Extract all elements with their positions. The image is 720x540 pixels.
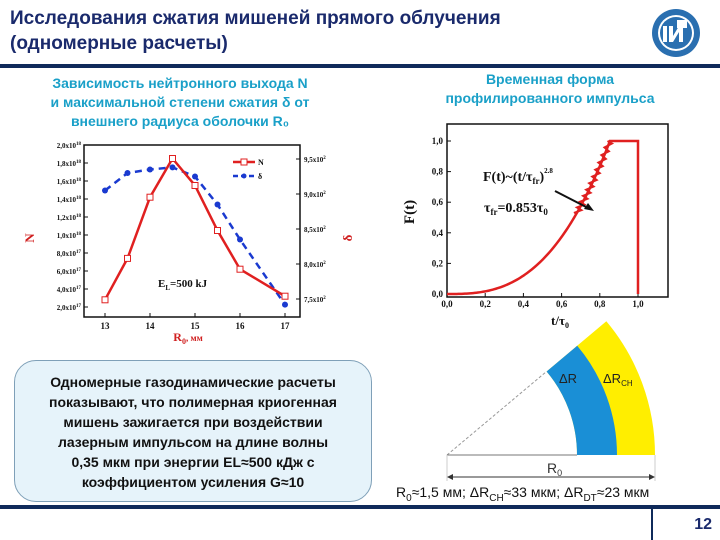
svg-text:9,5x102: 9,5x102: [304, 156, 326, 164]
institute-logo-icon: [652, 9, 700, 57]
svg-text:δ: δ: [340, 234, 355, 241]
header-divider: [0, 64, 720, 68]
subtitle-line: и максимальной степени сжатия δ от: [50, 94, 310, 110]
svg-text:6,0x1017: 6,0x1017: [57, 268, 82, 276]
note-line: Одномерные газодинамические расчеты: [50, 374, 336, 390]
svg-text:8,0x1017: 8,0x1017: [57, 250, 82, 258]
subtitle-line: профилированного импульса: [445, 90, 655, 106]
svg-text:0,6: 0,6: [432, 197, 444, 207]
svg-text:0,8: 0,8: [432, 167, 444, 177]
svg-text:1,8x1018: 1,8x1018: [57, 160, 82, 168]
note-line: коэффициентом усиления G≈10: [81, 474, 305, 490]
target-parameters: R0≈1,5 мм; ΔRCH≈33 мкм; ΔRDT≈23 мкм: [396, 484, 650, 504]
svg-text:8,0x102: 8,0x102: [304, 261, 326, 269]
svg-text:0,4: 0,4: [432, 228, 444, 238]
svg-text:16: 16: [236, 321, 246, 331]
page-title: Исследования сжатия мишеней прямого облу…: [10, 6, 501, 56]
svg-text:15: 15: [191, 321, 201, 331]
svg-text:1,0x1018: 1,0x1018: [57, 232, 82, 240]
conclusion-note: Одномерные газодинамические расчеты показ…: [14, 360, 372, 502]
title-line-1: Исследования сжатия мишеней прямого облу…: [10, 8, 501, 29]
title-line-2: (одномерные расчеты): [10, 33, 228, 54]
note-line: показывают, что полимерная криогенная: [49, 394, 337, 410]
left-chart-subtitle: Зависимость нейтронного выхода N и макси…: [10, 74, 350, 131]
svg-text:1,4x1018: 1,4x1018: [57, 196, 82, 204]
svg-text:F(t): F(t): [402, 200, 418, 224]
svg-text:1,6x1018: 1,6x1018: [57, 178, 82, 186]
svg-text:13: 13: [101, 321, 111, 331]
svg-text:1,0: 1,0: [632, 299, 644, 309]
svg-text:0,2: 0,2: [432, 258, 444, 268]
svg-text:N: N: [22, 233, 37, 243]
svg-text:2,0x1017: 2,0x1017: [57, 304, 82, 312]
svg-text:9,0x102: 9,0x102: [304, 191, 326, 199]
svg-text:R0, мм: R0, мм: [173, 330, 202, 346]
svg-text:0,6: 0,6: [556, 299, 568, 309]
svg-text:δ: δ: [258, 172, 262, 181]
svg-text:F(t)~(t/τfr)2.8: F(t)~(t/τfr)2.8: [483, 167, 553, 186]
svg-text:0,2: 0,2: [480, 299, 492, 309]
subtitle-line: Временная форма: [485, 71, 615, 87]
svg-text:2,0x1018: 2,0x1018: [57, 142, 82, 150]
svg-text:N: N: [258, 158, 264, 167]
svg-text:1,0: 1,0: [432, 136, 444, 146]
svg-text:1,2x1018: 1,2x1018: [57, 214, 82, 222]
svg-text:0,8: 0,8: [594, 299, 606, 309]
ablator-layer: [546, 345, 617, 455]
svg-text:ΔRCH: ΔRCH: [603, 371, 633, 388]
svg-text:0,0: 0,0: [441, 299, 453, 309]
page-number: 12: [694, 516, 712, 533]
svg-text:14: 14: [146, 321, 156, 331]
svg-text:EL=500 kJ: EL=500 kJ: [158, 278, 208, 292]
svg-text:4,0x1017: 4,0x1017: [57, 286, 82, 294]
svg-text:R0: R0: [547, 460, 562, 478]
note-line: лазерным импульсом на длине волны: [57, 434, 329, 450]
right-chart-subtitle: Временная форма профилированного импульс…: [400, 70, 700, 108]
note-line: мишень зажигается при воздействии: [63, 414, 323, 430]
subtitle-line: Зависимость нейтронного выхода N: [52, 75, 308, 91]
svg-text:0,0: 0,0: [432, 289, 444, 299]
svg-text:ΔR: ΔR: [559, 371, 577, 386]
svg-text:0,4: 0,4: [518, 299, 530, 309]
svg-text:8,5x102: 8,5x102: [304, 226, 326, 234]
footer-divider: [0, 505, 720, 509]
svg-text:τfr=0.853τ0: τfr=0.853τ0: [484, 201, 548, 217]
svg-text:17: 17: [281, 321, 291, 331]
subtitle-line: внешнего радиуса оболочки R₀: [70, 113, 290, 129]
svg-text:7,5x102: 7,5x102: [304, 296, 326, 304]
footer-vertical-divider: [651, 509, 653, 540]
svg-text:t/τ0: t/τ0: [551, 313, 569, 330]
note-line: 0,35 мкм при энергии EL≈500 кДж с: [71, 454, 315, 470]
